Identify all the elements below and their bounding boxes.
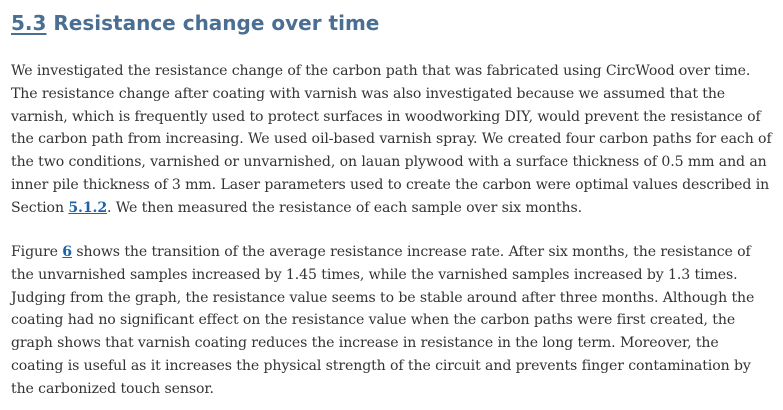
figure-reference-link[interactable]: 6	[62, 244, 72, 260]
paragraph-1-text-end: . We then measured the resistance of eac…	[107, 199, 583, 216]
paragraph-2-text-end: shows the transition of the average resi…	[11, 244, 755, 397]
section-heading: 5.3 Resistance change over time	[11, 0, 775, 40]
article-section: 5.3 Resistance change over time We inves…	[11, 0, 775, 397]
paragraph-1: We investigated the resistance change of…	[11, 60, 775, 220]
paragraph-2-text-start: Figure	[11, 244, 63, 260]
section-title: Resistance change over time	[53, 11, 380, 35]
section-number-link[interactable]: 5.3	[11, 11, 47, 35]
paragraph-1-text-start: We investigated the resistance change of…	[11, 63, 772, 216]
paragraph-2: Figure 6 shows the transition of the ave…	[11, 241, 775, 401]
section-reference-link[interactable]: 5.1.2	[68, 199, 108, 216]
